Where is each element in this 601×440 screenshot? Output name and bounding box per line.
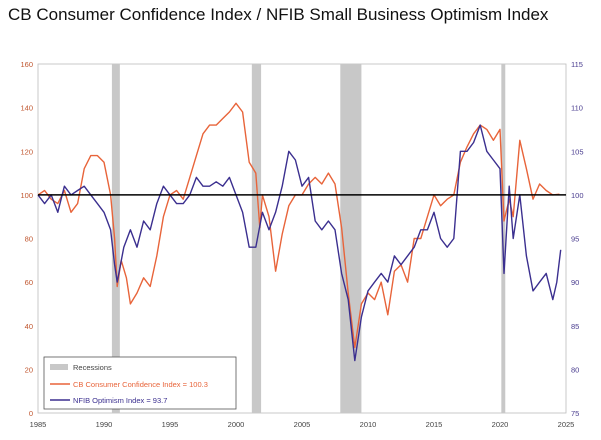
left-axis-tick: 140 xyxy=(20,104,33,113)
right-axis-tick: 75 xyxy=(571,409,579,418)
x-axis-tick: 2010 xyxy=(360,420,377,429)
recession-band-0 xyxy=(111,64,120,413)
left-axis-tick: 80 xyxy=(25,235,33,244)
left-axis-tick: 160 xyxy=(20,60,33,69)
legend-nfib-label: NFIB Optimism Index = 93.7 xyxy=(73,396,167,405)
right-axis-tick: 95 xyxy=(571,235,579,244)
recession-band-1 xyxy=(251,64,262,413)
x-axis-tick: 2015 xyxy=(426,420,443,429)
x-axis-tick: 1990 xyxy=(96,420,113,429)
right-axis-tick: 105 xyxy=(571,147,584,156)
plot-frame xyxy=(37,63,567,414)
right-axis-tick: 85 xyxy=(571,322,579,331)
legend-box xyxy=(43,356,237,410)
series-lines xyxy=(37,102,562,362)
left-axis-tick: 20 xyxy=(25,365,33,374)
legend: Recessions CB Consumer Confidence Index … xyxy=(43,356,237,410)
axis-ticks: 0 20 40 60 80 100 120 140 160 75 80 85 90 95 100 105 110… xyxy=(20,60,583,429)
right-axis-tick: 80 xyxy=(571,365,579,374)
left-axis-tick: 100 xyxy=(20,191,33,200)
right-axis-tick: 115 xyxy=(571,60,583,69)
left-axis-tick: 120 xyxy=(20,147,33,156)
x-axis-tick: 1985 xyxy=(30,420,47,429)
x-axis-tick: 2020 xyxy=(492,420,509,429)
nfib-optimism-line xyxy=(37,124,562,362)
recession-band-2 xyxy=(340,64,362,413)
left-axis-tick: 60 xyxy=(25,278,33,287)
x-axis-tick: 2025 xyxy=(558,420,575,429)
right-axis-tick: 110 xyxy=(571,104,583,113)
x-axis-tick: 2000 xyxy=(228,420,245,429)
x-axis-tick: 1995 xyxy=(162,420,179,429)
right-axis-tick: 90 xyxy=(571,278,579,287)
legend-consumer-label: CB Consumer Confidence Index = 100.3 xyxy=(73,380,208,389)
left-axis-tick: 0 xyxy=(29,409,33,418)
left-axis-tick: 40 xyxy=(25,322,33,331)
right-axis-tick: 100 xyxy=(571,191,584,200)
x-axis-tick: 2005 xyxy=(294,420,311,429)
legend-recession-label: Recessions xyxy=(73,363,112,372)
chart-title: CB Consumer Confidence Index / NFIB Smal… xyxy=(8,5,549,24)
legend-recession-swatch xyxy=(50,364,68,370)
